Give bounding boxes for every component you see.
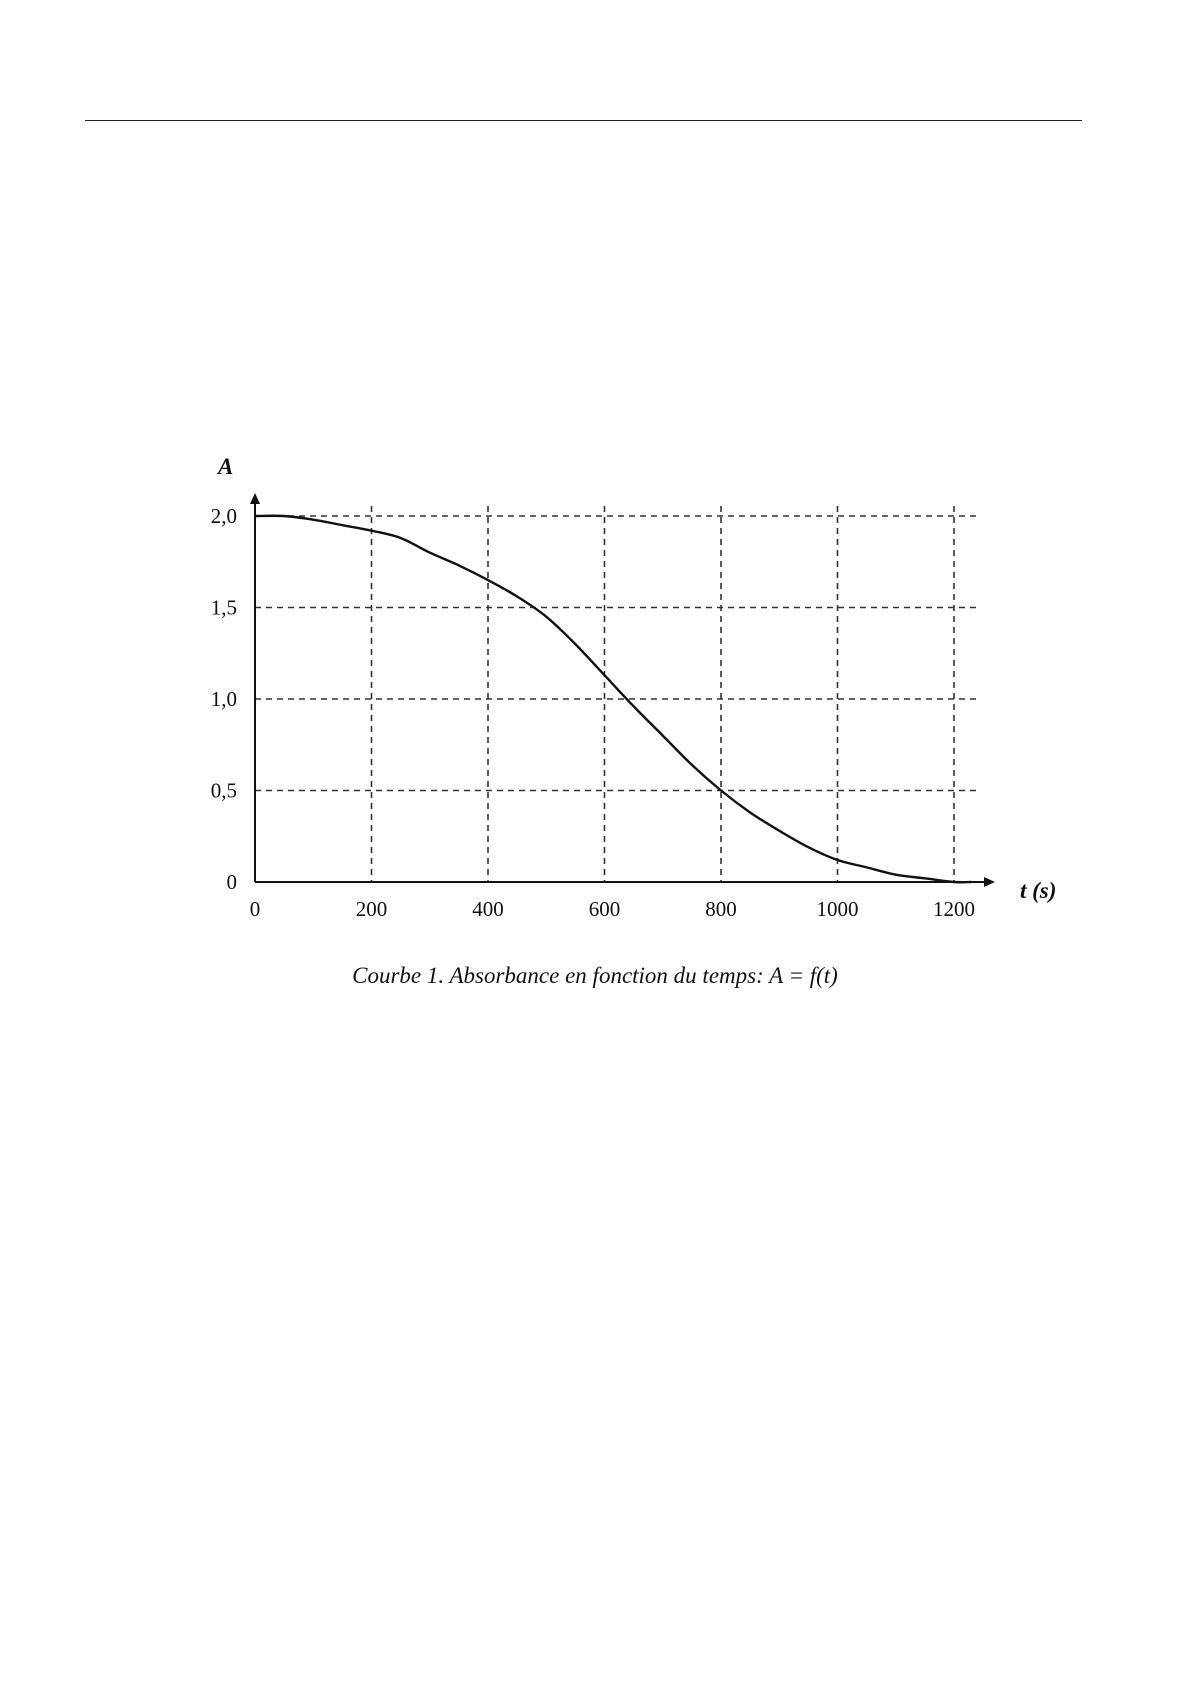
y-tick-label: 1,0 [211,687,237,711]
y-tick-label: 1,5 [211,596,237,620]
y-axis-arrow [250,493,260,504]
absorbance-curve [254,514,972,884]
x-axis-title: t (s) [1020,878,1056,903]
x-tick-label: 800 [705,897,737,921]
series-layer [254,514,972,884]
x-tick-label: 0 [250,897,261,921]
chart-caption: Courbe 1. Absorbance en fonction du temp… [352,963,838,988]
x-tick-label: 200 [356,897,388,921]
y-tick-label: 0 [227,870,238,894]
header-rule [85,120,1082,121]
tick-labels: 0 200 400 600 800 1000 1200 0 0,5 1,0 1,5 2,0 [211,504,975,921]
grid-lines [255,506,978,882]
y-tick-label: 0,5 [211,779,237,803]
x-tick-label: 600 [589,897,621,921]
x-axis-arrow [984,877,995,887]
y-tick-label: 2,0 [211,504,237,528]
x-tick-label: 400 [472,897,504,921]
x-tick-label: 1000 [817,897,859,921]
y-axis-title: A [216,454,233,479]
x-tick-label: 1200 [933,897,975,921]
axes [250,493,995,887]
